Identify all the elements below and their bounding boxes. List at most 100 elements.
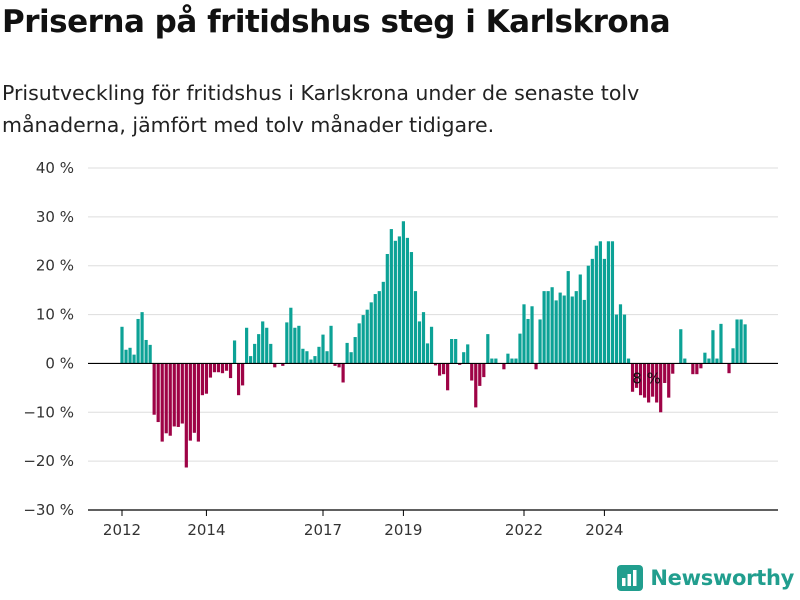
bar <box>506 353 510 364</box>
bar <box>735 319 739 364</box>
bar <box>349 352 353 364</box>
x-tick-label: 2022 <box>505 521 543 539</box>
bar <box>164 363 168 434</box>
bar-chart-logo-icon <box>617 565 644 591</box>
bar <box>566 271 570 364</box>
axes <box>88 362 778 516</box>
bar <box>261 321 265 364</box>
bar <box>671 363 675 374</box>
x-tick-label: 2024 <box>585 521 623 539</box>
bar <box>546 291 550 364</box>
bar <box>703 352 707 364</box>
bar <box>458 363 462 365</box>
bar <box>301 348 305 364</box>
bar <box>241 363 245 386</box>
data-label: 8 % <box>632 370 661 388</box>
bar <box>224 363 229 371</box>
bar <box>582 299 586 364</box>
bar <box>562 295 566 364</box>
bar <box>289 307 293 364</box>
x-tick-label: 2017 <box>304 521 342 539</box>
bar <box>719 323 723 364</box>
bar <box>273 363 277 368</box>
bar <box>236 363 241 396</box>
bar <box>345 342 349 364</box>
bar <box>486 334 490 364</box>
bar <box>542 291 546 364</box>
bar <box>132 354 136 364</box>
x-tick-label: 2012 <box>103 521 141 539</box>
bar <box>425 343 430 364</box>
bar <box>643 363 647 398</box>
bar <box>216 363 221 373</box>
bar <box>421 312 426 364</box>
bar <box>309 359 313 364</box>
bar <box>510 358 514 364</box>
y-tick-label: −30 % <box>23 501 74 519</box>
bar <box>148 344 152 364</box>
brand: Newsworthy <box>616 564 794 592</box>
bar <box>333 363 337 366</box>
bar <box>180 363 184 424</box>
chart-title: Priserna på fritidshus steg i Karlskrona <box>2 4 671 40</box>
bar <box>393 240 397 364</box>
bar <box>554 300 558 364</box>
bar <box>618 304 623 364</box>
bar <box>337 363 341 368</box>
bar <box>176 363 180 427</box>
bar <box>538 319 542 364</box>
bar <box>518 333 522 364</box>
bar <box>192 363 196 433</box>
bar <box>711 330 715 364</box>
bar <box>397 236 401 364</box>
bar <box>433 363 438 366</box>
bar <box>321 334 325 364</box>
bar <box>739 319 743 364</box>
bar <box>152 363 156 415</box>
bar <box>353 337 357 364</box>
bar <box>184 363 188 468</box>
bar <box>385 253 389 364</box>
bar <box>594 245 598 364</box>
bar <box>285 322 289 364</box>
bar <box>245 327 249 364</box>
bar <box>124 349 128 364</box>
y-tick-label: 20 % <box>36 257 74 275</box>
bar <box>550 287 554 364</box>
bar <box>168 363 172 436</box>
y-tick-label: 10 % <box>36 306 74 324</box>
bar <box>196 363 200 442</box>
bar <box>329 325 333 364</box>
bar <box>409 252 414 364</box>
bar <box>462 352 466 364</box>
chart-subtitle: Prisutveckling för fritidshus i Karlskro… <box>2 81 640 137</box>
bar <box>204 363 209 394</box>
bar <box>212 363 217 373</box>
bar <box>663 363 667 383</box>
bar <box>381 281 385 364</box>
bar <box>638 363 643 396</box>
bar <box>446 363 450 391</box>
bar <box>442 363 446 375</box>
bar <box>514 358 518 364</box>
bar <box>136 318 140 364</box>
bar <box>731 348 735 364</box>
bar <box>265 327 269 364</box>
bar <box>128 347 132 364</box>
bar <box>570 296 574 364</box>
bar <box>466 344 470 364</box>
bar <box>313 356 317 364</box>
bar <box>470 363 474 381</box>
bar <box>522 304 526 364</box>
bar <box>341 363 345 383</box>
bar <box>140 312 144 364</box>
y-tick-label: −10 % <box>23 403 74 421</box>
bar <box>450 339 454 364</box>
bar <box>647 363 651 403</box>
bar <box>417 321 422 364</box>
bar <box>293 327 297 364</box>
bars <box>120 221 747 468</box>
bar <box>474 363 478 408</box>
bar <box>281 363 285 366</box>
bar <box>586 265 590 364</box>
